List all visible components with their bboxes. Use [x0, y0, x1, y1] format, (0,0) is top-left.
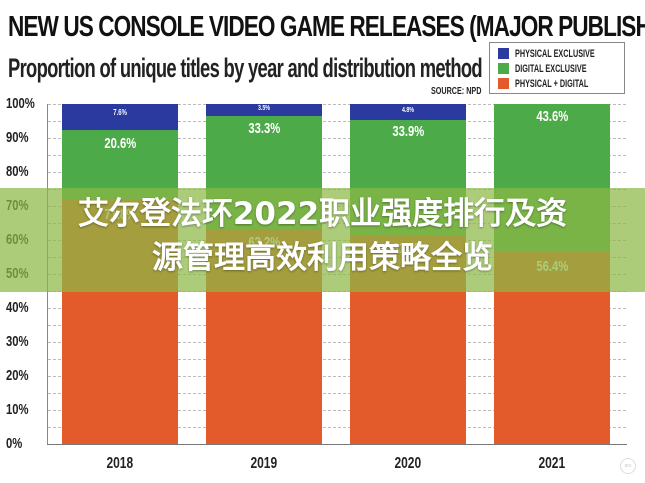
- x-tick-label: 2019: [250, 455, 278, 472]
- gridline: [48, 308, 626, 309]
- x-tick-2020: 2020: [350, 455, 466, 473]
- legend-label: DIGITAL EXCLUSIVE: [515, 62, 587, 75]
- value-label: 4.8%: [402, 107, 414, 114]
- legend-label: PHYSICAL EXCLUSIVE: [515, 47, 595, 60]
- gridline: [48, 104, 626, 105]
- legend-swatch-icon: [498, 63, 509, 74]
- segment-physical-exclusive: 7.6%: [62, 104, 178, 130]
- segment-physical-exclusive: 4.8%: [350, 104, 466, 120]
- gridline: [48, 393, 626, 394]
- value-label: 20.6%: [104, 135, 136, 152]
- gridline: [48, 155, 626, 156]
- overlay-line-1: 艾尔登法环2022职业强度排行及资: [77, 196, 568, 232]
- value-label: 7.6%: [113, 108, 127, 117]
- legend-label: PHYSICAL + DIGITAL: [515, 77, 589, 90]
- watermark-logo-icon: ars: [620, 458, 636, 474]
- legend-swatch-icon: [498, 78, 509, 89]
- value-label: 43.6%: [536, 108, 568, 125]
- gridline: [48, 138, 626, 139]
- overlay-caption: 艾尔登法环2022职业强度排行及资 源管理高效利用策略全览: [0, 192, 645, 280]
- x-tick-2018: 2018: [62, 455, 178, 473]
- legend: PHYSICAL EXCLUSIVE DIGITAL EXCLUSIVE PHY…: [489, 42, 625, 94]
- segment-physical-exclusive: 3.5%: [206, 104, 322, 116]
- gridline: [48, 342, 626, 343]
- legend-item-physical-exclusive: PHYSICAL EXCLUSIVE: [498, 47, 636, 60]
- x-tick-label: 2021: [538, 455, 566, 472]
- legend-swatch-icon: [498, 48, 509, 59]
- gridline: [48, 325, 626, 326]
- x-tick-2021: 2021: [494, 455, 610, 473]
- y-tick: 80%: [6, 163, 29, 180]
- y-tick: 10%: [6, 401, 29, 418]
- gridline: [48, 427, 626, 428]
- overlay-line-2: 源管理高效利用策略全览: [152, 240, 493, 276]
- value-label: 33.3%: [248, 120, 280, 137]
- x-tick-label: 2018: [106, 455, 134, 472]
- y-tick: 20%: [6, 367, 29, 384]
- y-tick: 0%: [6, 435, 23, 452]
- x-tick-label: 2020: [394, 455, 422, 472]
- y-tick: 30%: [6, 333, 29, 350]
- x-axis-line: [47, 444, 627, 445]
- gridline: [48, 410, 626, 411]
- y-tick: 40%: [6, 299, 29, 316]
- gridline: [48, 359, 626, 360]
- chart-title: NEW US CONSOLE VIDEO GAME RELEASES (MAJO…: [8, 11, 645, 43]
- chart-subtitle: Proportion of unique titles by year and …: [8, 53, 483, 83]
- gridline: [48, 376, 626, 377]
- legend-item-digital-exclusive: DIGITAL EXCLUSIVE: [498, 62, 623, 75]
- gridline: [48, 121, 626, 122]
- source-note: SOURCE: NPD: [431, 86, 482, 97]
- value-label: 33.9%: [392, 123, 424, 140]
- overlay-banner: [0, 188, 645, 292]
- value-label: 3.5%: [258, 105, 270, 112]
- y-tick: 90%: [6, 129, 29, 146]
- gridline: [48, 172, 626, 173]
- y-tick: 100%: [6, 95, 35, 112]
- legend-item-physical-digital: PHYSICAL + DIGITAL: [498, 77, 626, 90]
- x-tick-2019: 2019: [206, 455, 322, 473]
